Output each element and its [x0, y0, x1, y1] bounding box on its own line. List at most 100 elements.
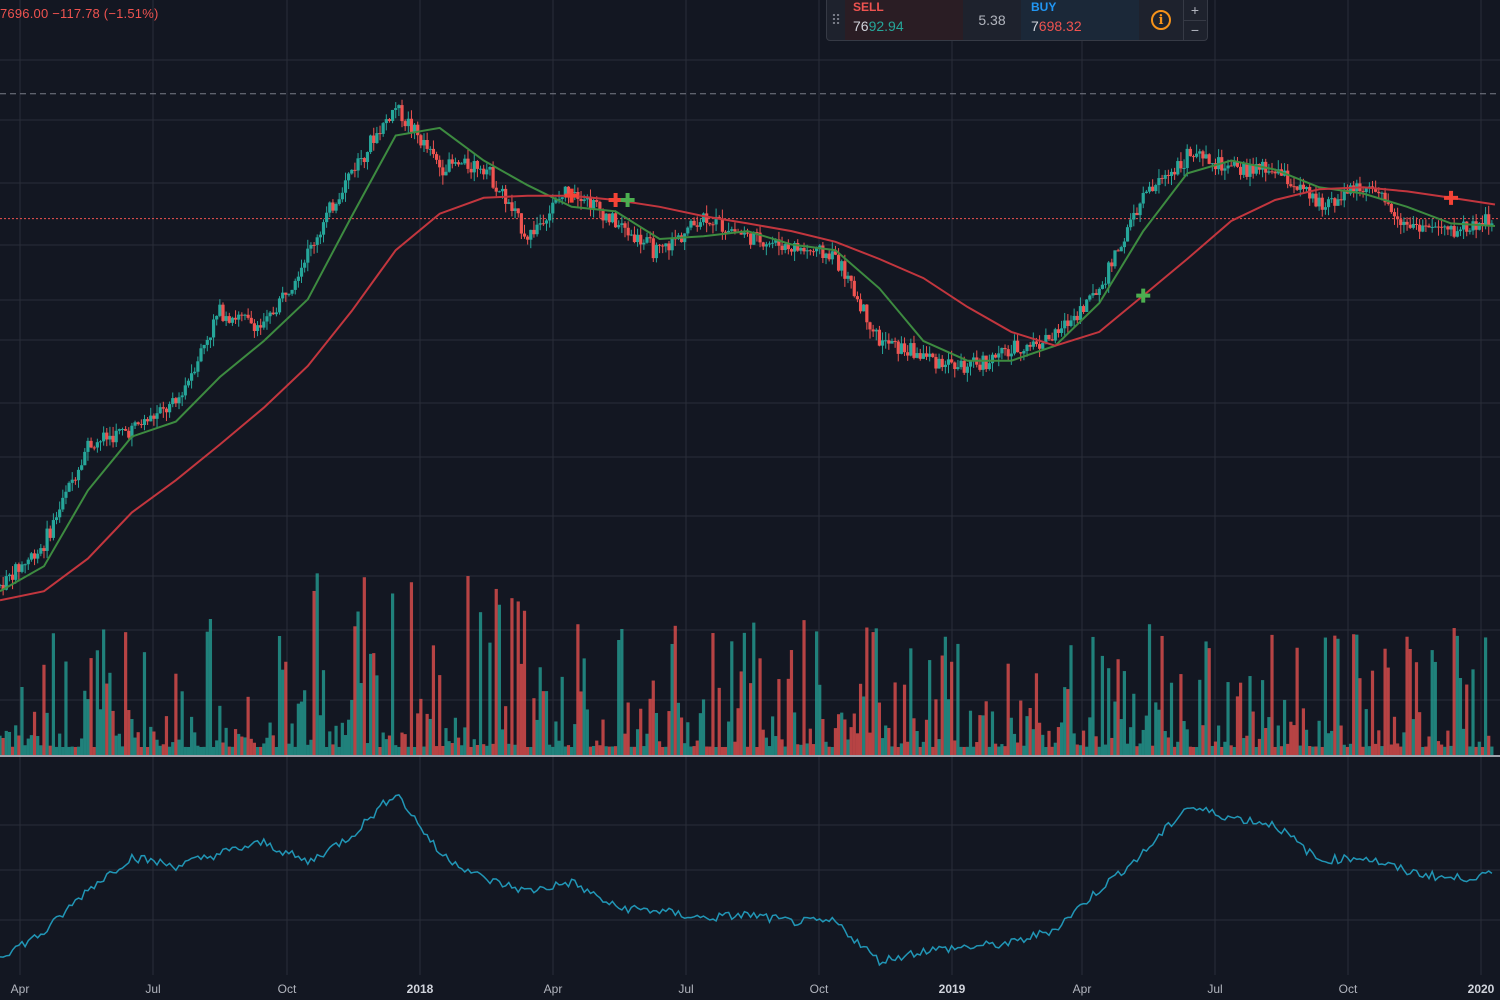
candle-body — [849, 275, 853, 281]
candle-body — [296, 276, 300, 281]
volume-bar — [1405, 636, 1409, 755]
volume-bar — [409, 582, 414, 755]
candle-body — [45, 528, 49, 551]
candle-body — [491, 167, 495, 188]
time-axis-label: 2020 — [1467, 982, 1495, 996]
volume-bar — [1078, 745, 1083, 755]
volume-bar — [36, 736, 40, 755]
candle-body — [1461, 221, 1466, 230]
candle-body — [1471, 221, 1475, 231]
volume-bar — [972, 746, 976, 755]
volume-bar — [1254, 746, 1258, 755]
volume-bar — [1213, 741, 1218, 755]
candle-body — [340, 192, 344, 200]
volume-bar — [340, 722, 344, 755]
candle-body — [654, 244, 659, 259]
volume-bar — [1210, 745, 1214, 755]
volume-bar — [987, 746, 991, 755]
candle-body — [513, 208, 517, 211]
volume-bar — [466, 576, 470, 755]
volume-bar — [199, 747, 203, 755]
volume-bar — [1138, 743, 1142, 755]
quantity-stepper[interactable]: + − — [1183, 0, 1206, 40]
candle-body — [1248, 164, 1252, 177]
plus-icon[interactable]: + — [1184, 0, 1206, 21]
candle-body — [899, 343, 903, 354]
candle-body — [26, 559, 30, 565]
candle-body — [582, 199, 586, 202]
candle-body — [598, 201, 602, 210]
volume-bar — [563, 746, 567, 755]
volume-bar — [607, 746, 611, 755]
volume-bar — [290, 723, 294, 755]
volume-bar — [840, 712, 844, 755]
volume-bar — [601, 719, 605, 755]
volume-bar — [727, 721, 731, 755]
volume-bar — [1273, 746, 1277, 755]
volume-bar — [877, 702, 882, 755]
volume-bar — [1022, 745, 1026, 755]
candle-body — [667, 243, 671, 251]
volume-bar — [827, 746, 831, 755]
candle-body — [522, 233, 527, 237]
volume-bar — [183, 746, 187, 755]
volume-bar — [676, 702, 681, 755]
volume-bar — [862, 696, 866, 755]
candle-body — [1019, 352, 1023, 354]
info-button[interactable]: i — [1139, 0, 1183, 40]
candle-body — [994, 354, 998, 358]
candle-body — [551, 202, 555, 214]
candle-body — [840, 261, 844, 271]
candle-body — [139, 424, 143, 426]
candle-body — [356, 158, 360, 171]
candle-body — [369, 135, 373, 153]
candle-body — [1314, 193, 1318, 207]
buy-price: 7698.32 — [1031, 18, 1082, 34]
volume-bar — [1122, 671, 1126, 755]
volume-bar — [1135, 746, 1139, 755]
candle-body — [984, 355, 988, 370]
volume-bar — [1468, 746, 1472, 755]
candle-body — [17, 564, 21, 572]
candle-body — [227, 316, 231, 323]
volume-bar — [557, 740, 561, 755]
volume-bar — [1144, 715, 1148, 755]
candle-body — [158, 407, 162, 414]
candle-body — [1191, 156, 1196, 158]
volume-bar — [1358, 678, 1362, 755]
volume-bar — [793, 712, 797, 755]
volume-bar — [742, 632, 746, 755]
candle-body — [1414, 224, 1419, 226]
volume-bar — [1257, 738, 1262, 755]
volume-bar — [510, 598, 514, 755]
volume-bar — [1075, 744, 1079, 755]
sell-button[interactable]: SELL 7692.94 — [845, 0, 963, 40]
candle-body — [563, 186, 567, 198]
volume-bar — [667, 711, 671, 755]
volume-bar — [959, 746, 963, 755]
buy-button[interactable]: BUY 7698.32 — [1021, 0, 1139, 40]
candle-body — [1154, 185, 1158, 192]
volume-bar — [714, 746, 718, 755]
volume-bar — [306, 744, 310, 755]
volume-bar — [1019, 700, 1023, 755]
candle-body — [808, 250, 812, 252]
volume-bar — [796, 744, 800, 755]
volume-bar — [689, 746, 693, 755]
trading-widget: ⠿ SELL 7692.94 5.38 BUY 7698.32 i + − — [826, 0, 1208, 41]
volume-bar — [541, 691, 545, 755]
candle-body — [805, 250, 809, 252]
volume-bar — [934, 699, 938, 755]
candle-body — [529, 229, 533, 240]
candle-body — [946, 359, 951, 365]
volume-bar — [221, 742, 225, 755]
volume-bar — [497, 604, 501, 755]
grip-dots-icon[interactable]: ⠿ — [830, 11, 842, 28]
volume-bar — [1370, 670, 1375, 755]
minus-icon[interactable]: − — [1190, 22, 1200, 39]
volume-bar — [453, 717, 458, 755]
volume-bar — [343, 735, 348, 755]
candle-body — [909, 343, 913, 356]
volume-bar — [818, 684, 822, 755]
